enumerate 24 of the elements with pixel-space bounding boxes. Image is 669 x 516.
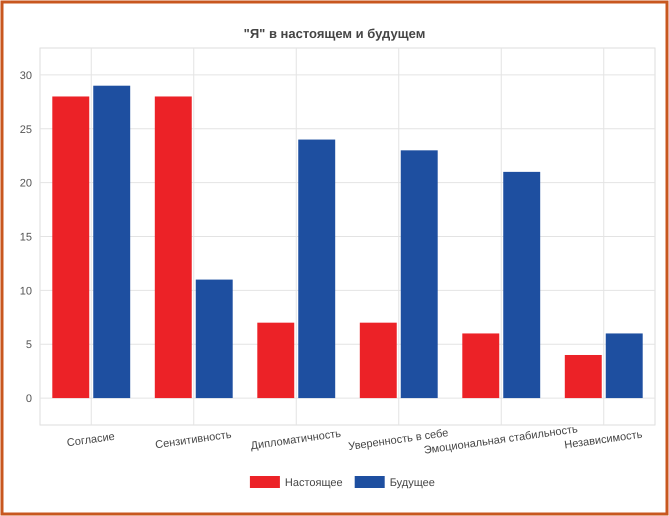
chart-title: "Я" в настоящем и будущем	[244, 26, 426, 41]
x-tick-label: Сензитивность	[154, 428, 232, 452]
y-tick-label: 20	[20, 178, 32, 190]
bar	[196, 280, 233, 398]
bar	[257, 322, 294, 398]
bar	[52, 96, 90, 398]
legend-label: Настоящее	[284, 477, 343, 489]
y-tick-label: 5	[26, 339, 32, 352]
legend-label: Будущее	[390, 477, 435, 489]
bar	[93, 86, 130, 398]
bar	[462, 333, 500, 398]
x-tick-label: Согласие	[66, 430, 116, 450]
bar	[606, 333, 643, 398]
bar	[564, 354, 602, 398]
bar	[360, 322, 397, 398]
y-tick-label: 15	[20, 232, 32, 244]
bar	[400, 150, 438, 398]
y-tick-label: 30	[20, 70, 32, 82]
bar	[503, 172, 540, 398]
y-tick-label: 25	[20, 124, 32, 136]
bar	[298, 140, 336, 398]
y-tick-label: 0	[26, 393, 32, 406]
bar	[154, 96, 192, 398]
y-tick-label: 10	[20, 285, 32, 298]
